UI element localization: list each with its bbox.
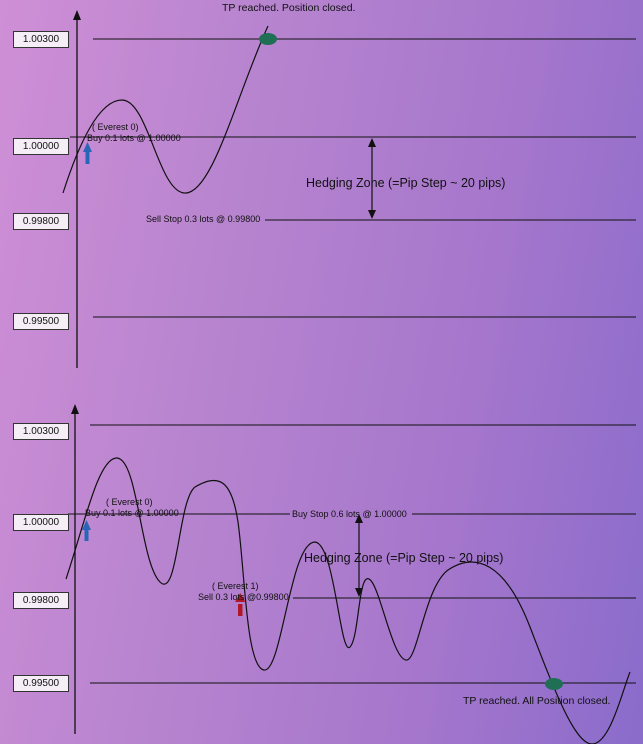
top-price-box-3: 0.99800 [13,213,69,230]
top-hedging-arrow-head-up [368,138,376,147]
bottom-buy-arrow-icon [82,520,91,541]
top-price-box-1: 1.00300 [13,31,69,48]
bottom-price-box-4: 0.99500 [13,675,69,692]
top-sellstop-label: Sell Stop 0.3 lots @ 0.99800 [146,214,261,224]
bottom-sell-arrow-icon [235,593,246,616]
top-tp-marker-icon [259,33,277,45]
top-price-curve [62,25,269,194]
bottom-hedging-label: Hedging Zone (=Pip Step ~ 20 pips) [304,551,504,565]
bottom-everest0-label: ( Everest 0) [106,497,153,507]
top-price-box-2: 1.00000 [13,138,69,155]
bottom-diagram: 1.00300 1.00000 0.99800 0.99500 ( Everes… [0,372,643,744]
bottom-hedging-arrow-head-up [355,514,363,523]
top-everest-label: ( Everest 0) [92,122,139,132]
bottom-y-axis-arrowhead [71,404,79,414]
bottom-price-box-2: 1.00000 [13,514,69,531]
bottom-price-box-1: 1.00300 [13,423,69,440]
top-hedging-label: Hedging Zone (=Pip Step ~ 20 pips) [306,176,506,190]
bottom-buystop-label: Buy Stop 0.6 lots @ 1.00000 [292,509,407,519]
bottom-diagram-svg [65,404,636,744]
top-price-box-4: 0.99500 [13,313,69,330]
top-hedging-arrow-head-down [368,210,376,219]
bottom-hedging-arrow-head-down [355,588,363,597]
bottom-tp-marker-icon [545,678,563,690]
bottom-tp-label: TP reached. All Position closed. [463,695,611,707]
top-y-axis-arrowhead [73,10,81,20]
top-buy-label: Buy 0.1 lots @ 1.00000 [87,133,181,143]
top-diagram: 1.00300 1.00000 0.99800 0.99500 TP reach… [13,2,636,368]
top-buy-arrow-icon [83,142,92,164]
bottom-buy-label: Buy 0.1 lots @ 1.00000 [85,508,179,518]
top-diagram-svg [62,10,636,368]
bottom-everest1-label: ( Everest 1) [212,581,259,591]
top-tp-label: TP reached. Position closed. [222,2,356,14]
bottom-price-curve [65,457,631,744]
bottom-sell-label: Sell 0.3 lots @0.99800 [198,592,289,602]
bottom-price-box-3: 0.99800 [13,592,69,609]
